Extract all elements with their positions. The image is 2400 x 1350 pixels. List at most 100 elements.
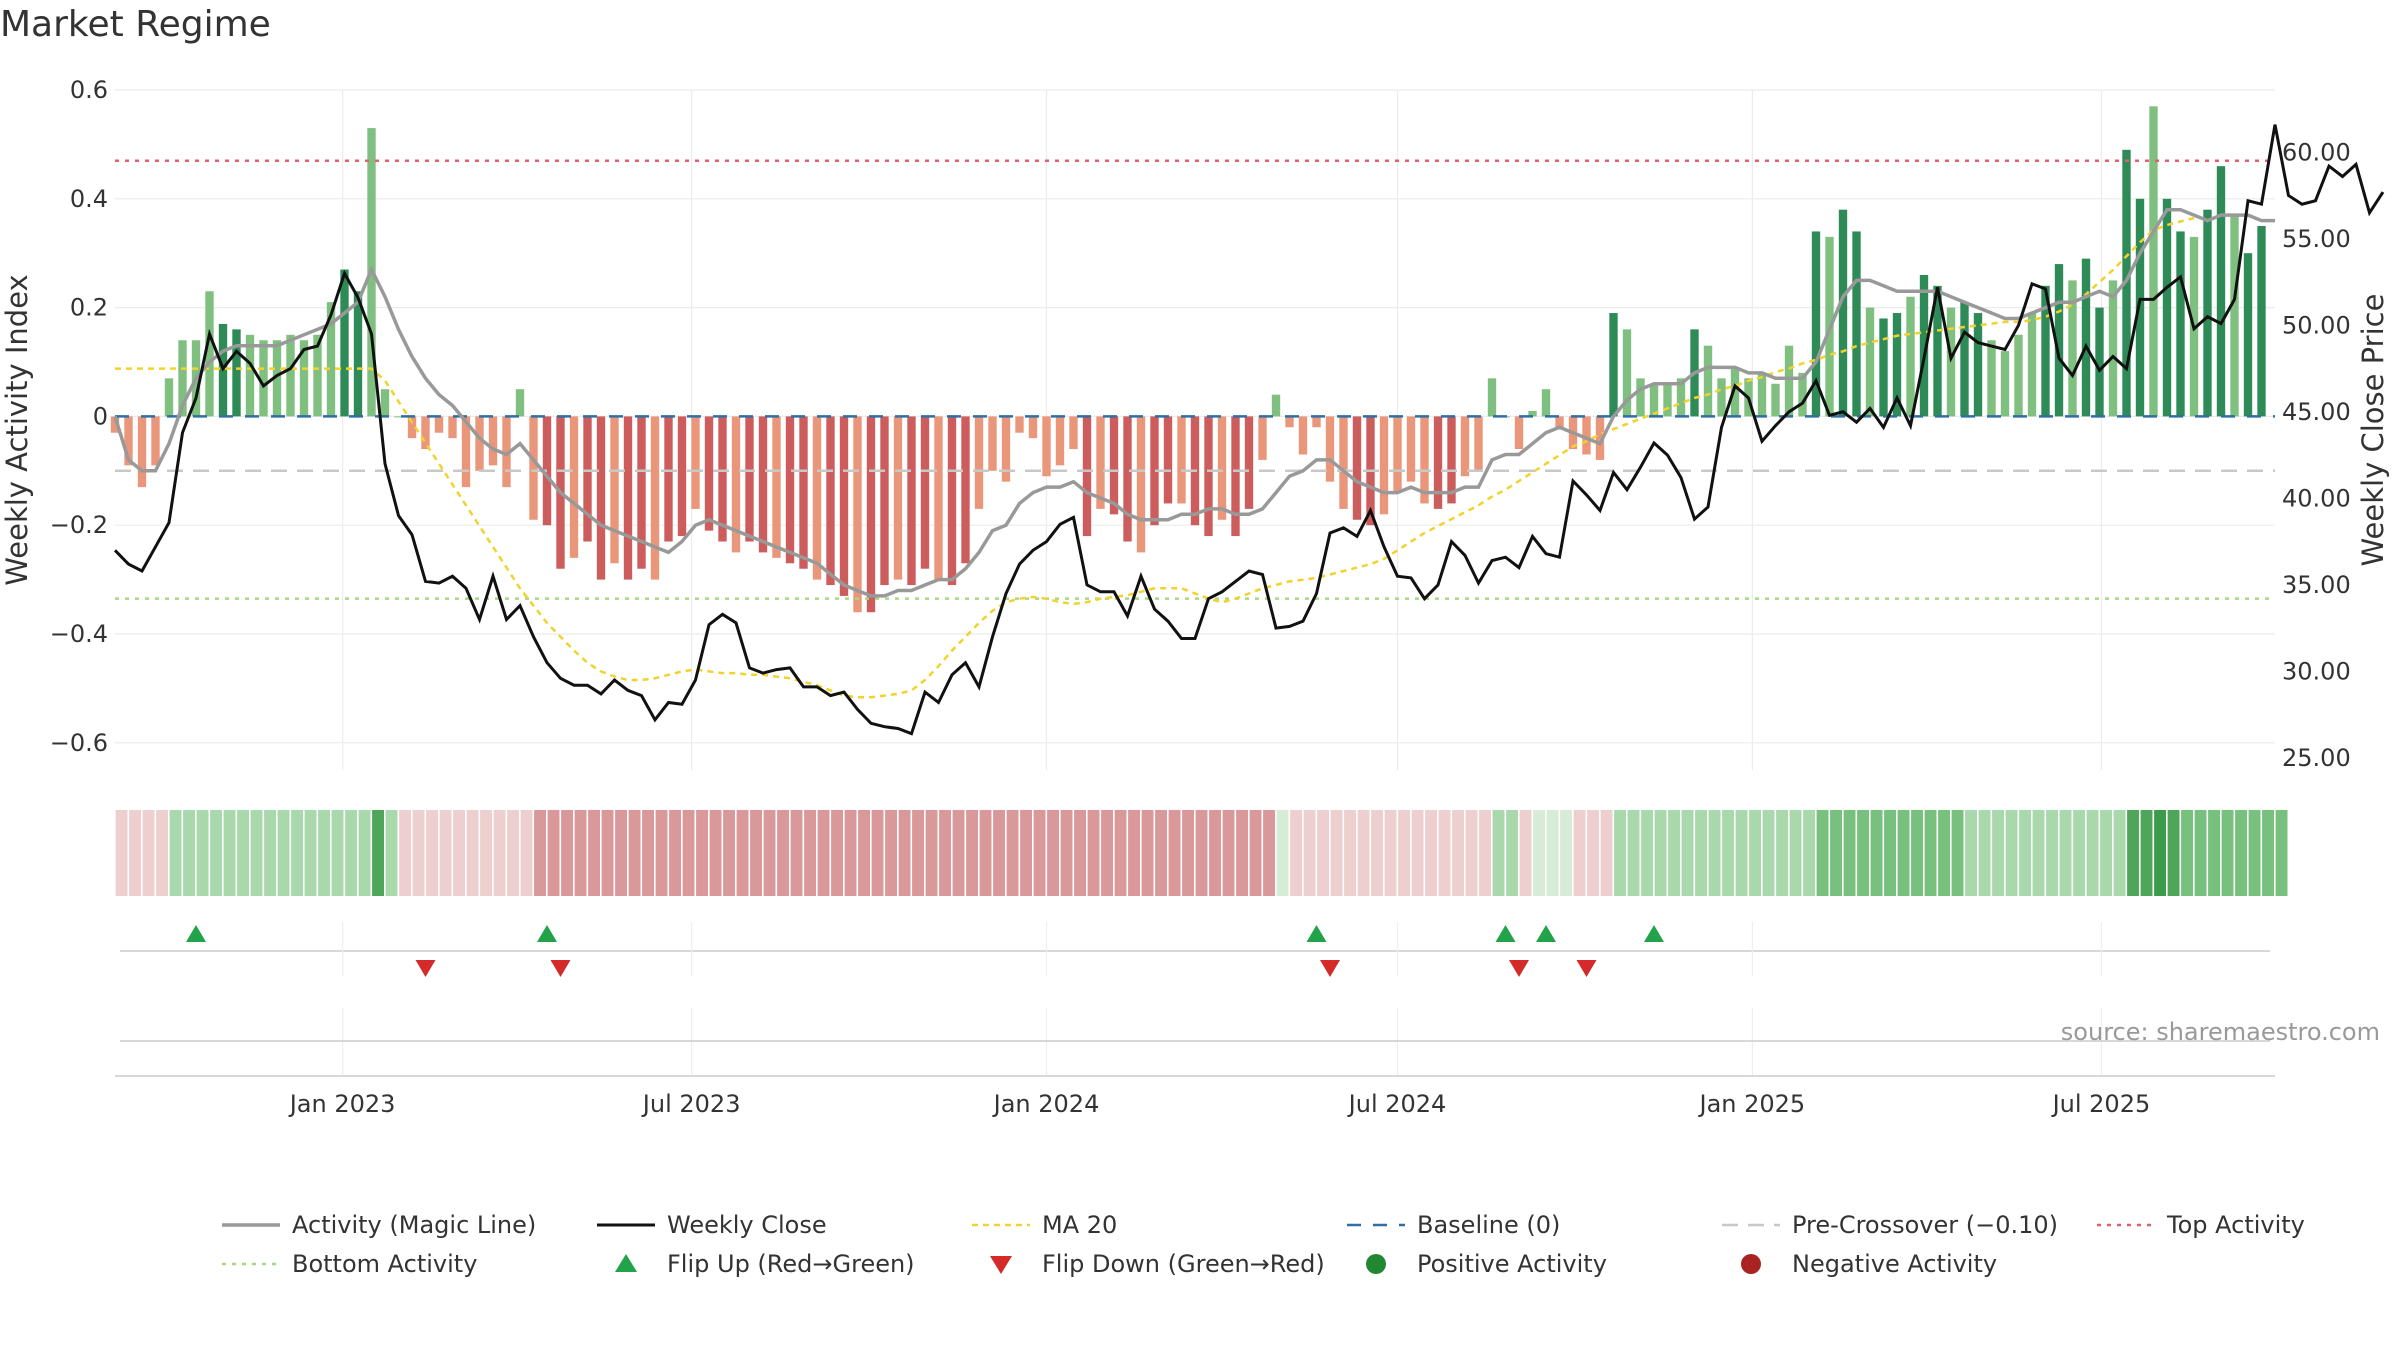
page-title: Market Regime bbox=[0, 4, 271, 45]
series-lines bbox=[113, 124, 2385, 736]
flip-up-marker bbox=[1306, 925, 1327, 942]
activity-bar bbox=[178, 340, 187, 417]
activity-bar bbox=[286, 334, 295, 417]
activity-bar bbox=[1001, 416, 1011, 482]
regime-cell bbox=[1803, 810, 1815, 896]
activity-bar bbox=[1177, 416, 1186, 504]
regime-cell bbox=[1357, 810, 1370, 896]
regime-cell bbox=[1560, 810, 1572, 896]
regime-cell bbox=[1398, 810, 1410, 896]
legend-item-precross[interactable]: Pre-Crossover (−0.10) bbox=[1722, 1211, 2058, 1239]
legend-item-top[interactable]: Top Activity bbox=[2097, 1211, 2305, 1239]
activity-bar bbox=[461, 416, 471, 488]
activity-bar bbox=[434, 416, 444, 433]
activity-bar bbox=[394, 416, 403, 418]
legend-item-flipup[interactable]: Flip Up (Red→Green) bbox=[615, 1250, 915, 1278]
regime-cell bbox=[2019, 810, 2031, 896]
regime-cell bbox=[1668, 810, 1680, 896]
regime-cell bbox=[1695, 810, 1707, 896]
regime-cell bbox=[534, 810, 546, 896]
regime-cell bbox=[1546, 810, 1559, 896]
activity-bar bbox=[1339, 416, 1348, 509]
activity-bar bbox=[1960, 302, 1969, 417]
activity-bar bbox=[2054, 264, 2064, 417]
legend-label: Negative Activity bbox=[1792, 1250, 1997, 1278]
regime-cell bbox=[1087, 810, 1100, 896]
legend-label: Baseline (0) bbox=[1417, 1211, 1560, 1239]
regime-cell bbox=[1384, 810, 1397, 896]
y-right-tick-label: 60.00 bbox=[2282, 138, 2351, 166]
regime-cell bbox=[439, 810, 452, 896]
activity-bar bbox=[1231, 416, 1240, 537]
activity-bar bbox=[502, 416, 511, 488]
x-tick-label: Jan 2024 bbox=[992, 1090, 1100, 1118]
regime-cell bbox=[1708, 810, 1721, 896]
activity-bar bbox=[610, 416, 619, 564]
regime-cell bbox=[628, 810, 641, 896]
regime-cell bbox=[1614, 810, 1626, 896]
flip-down-marker bbox=[415, 960, 436, 977]
legend-item-activity[interactable]: Activity (Magic Line) bbox=[222, 1211, 536, 1239]
regime-cell bbox=[1776, 810, 1788, 896]
regime-cell bbox=[1263, 810, 1275, 896]
legend-item-pos[interactable]: Positive Activity bbox=[1366, 1250, 1607, 1278]
legend-item-bottom[interactable]: Bottom Activity bbox=[222, 1250, 477, 1278]
regime-cell bbox=[1857, 810, 1869, 896]
regime-cell bbox=[520, 810, 533, 896]
activity-magic-line bbox=[113, 207, 2275, 598]
activity-bar bbox=[2203, 209, 2212, 417]
legend-item-flipdown[interactable]: Flip Down (Green→Red) bbox=[990, 1250, 1325, 1278]
regime-cell bbox=[2113, 810, 2126, 896]
activity-bar bbox=[1420, 416, 1429, 504]
regime-cell bbox=[2005, 810, 2018, 896]
legend-item-close[interactable]: Weekly Close bbox=[597, 1211, 827, 1239]
legend[interactable]: Activity (Magic Line) Weekly Close MA 20 Ba… bbox=[222, 1211, 2305, 1278]
flip-up-marker bbox=[537, 925, 557, 942]
activity-bar bbox=[826, 416, 835, 586]
regime-cell bbox=[493, 810, 506, 896]
regime-cell bbox=[2073, 810, 2085, 896]
activity-bar bbox=[934, 416, 943, 580]
regime-cell bbox=[1965, 810, 1977, 896]
legend-item-neg[interactable]: Negative Activity bbox=[1741, 1250, 1997, 1278]
activity-bar bbox=[245, 334, 255, 417]
lower-panel: Jan 2023 Jul 2023 Jan 2024 Jul 2024 Jan 2025… bbox=[115, 1008, 2275, 1118]
regime-cell bbox=[223, 810, 236, 896]
activity-bar bbox=[299, 340, 309, 417]
activity-bar bbox=[2081, 258, 2091, 417]
activity-bar bbox=[1028, 416, 1038, 439]
regime-cell bbox=[952, 810, 965, 896]
activity-bar bbox=[205, 291, 214, 417]
legend-item-ma20[interactable]: MA 20 bbox=[972, 1211, 1117, 1239]
activity-bar bbox=[1393, 416, 1402, 493]
activity-bar bbox=[1636, 378, 1645, 417]
regime-cell bbox=[844, 810, 857, 896]
regime-cell bbox=[777, 810, 789, 896]
regime-cell bbox=[1033, 810, 1046, 896]
activity-bar bbox=[1244, 416, 1254, 509]
legend-item-baseline[interactable]: Baseline (0) bbox=[1347, 1211, 1560, 1239]
flip-up-marker bbox=[186, 925, 206, 942]
activity-bar bbox=[1069, 416, 1078, 450]
regime-strip bbox=[115, 810, 2288, 896]
regime-cell bbox=[331, 810, 344, 896]
activity-bar bbox=[2041, 285, 2050, 417]
activity-bar bbox=[1217, 416, 1227, 520]
regime-cell bbox=[1938, 810, 1950, 896]
activity-bar bbox=[407, 416, 417, 439]
activity-bar bbox=[1352, 416, 1362, 520]
activity-bar bbox=[1973, 313, 1983, 417]
regime-cell bbox=[2221, 810, 2234, 896]
regime-cell bbox=[1074, 810, 1086, 896]
regime-cell bbox=[453, 810, 465, 896]
negative-dot-icon bbox=[1741, 1254, 1761, 1274]
regime-cell bbox=[966, 810, 978, 896]
activity-bar bbox=[1204, 416, 1213, 537]
activity-bar bbox=[758, 416, 768, 553]
regime-cell bbox=[1209, 810, 1221, 896]
regime-cell bbox=[858, 810, 870, 896]
regime-cell bbox=[2086, 810, 2099, 896]
regime-cell bbox=[1452, 810, 1464, 896]
flip-markers bbox=[120, 922, 2270, 977]
activity-bar bbox=[947, 416, 957, 586]
